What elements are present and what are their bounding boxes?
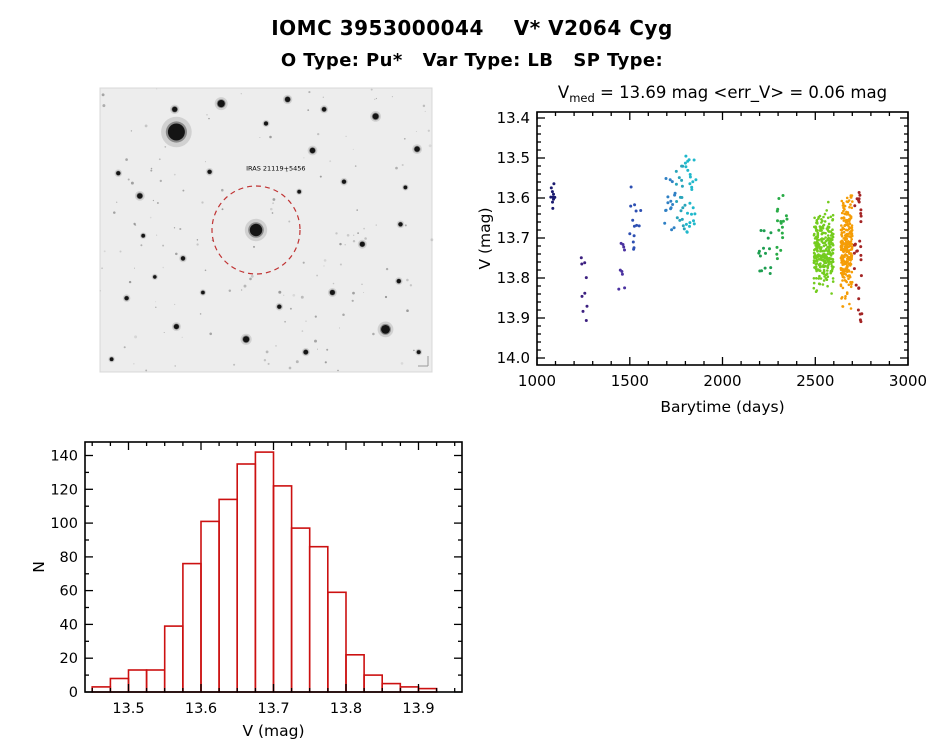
- svg-text:80: 80: [60, 550, 78, 566]
- histogram-plot: 13.5 13.6 13.7 13.8 13.9 0 20 40 60 80 100 120 140 V …: [30, 441, 463, 740]
- lightcurve-cluster: [617, 241, 627, 291]
- histogram-bar: [381, 682, 402, 693]
- histogram-bar: [254, 451, 275, 693]
- svg-text:13.6: 13.6: [185, 701, 217, 717]
- svg-text:140: 140: [50, 449, 78, 465]
- lightcurve-cluster: [549, 182, 557, 210]
- svg-text:13.8: 13.8: [330, 701, 362, 717]
- lightcurve-axes: [536, 111, 909, 366]
- lightcurve-points: [549, 154, 864, 324]
- lightcurve-cluster: [757, 229, 773, 275]
- histogram-bar: [345, 654, 365, 693]
- svg-text:13.7: 13.7: [257, 701, 289, 717]
- histogram-bar: [218, 498, 239, 693]
- histogram-bar: [109, 677, 130, 693]
- svg-text:13.8: 13.8: [497, 269, 530, 287]
- histogram-bar: [200, 520, 220, 693]
- svg-text:13.7: 13.7: [497, 229, 530, 247]
- lightcurve-cluster: [812, 200, 835, 295]
- svg-text:0: 0: [69, 685, 78, 701]
- histogram-bar: [272, 485, 293, 693]
- lightcurve-plot: 1000 1500 2000 2500 3000 13.4 13.5 13.6 13.7 13.8…: [476, 83, 927, 416]
- lightcurve-title: Vmed = 13.69 mag <err_V> = 0.06 mag: [558, 83, 887, 105]
- histogram-yaxis-label: N: [30, 561, 48, 573]
- lightcurve-cluster: [674, 164, 687, 231]
- starfield-noise-layer: [99, 88, 434, 372]
- histogram-x-tick-labels: 13.5 13.6 13.7 13.8 13.9: [112, 701, 434, 717]
- histogram-y-tick-labels: 0 20 40 60 80 100 120 140: [50, 449, 78, 701]
- lightcurve-cluster: [683, 154, 698, 234]
- svg-text:2000: 2000: [703, 372, 741, 390]
- histogram-bar: [327, 591, 347, 693]
- page-subtitle: O Type: Pu* Var Type: LB SP Type:: [280, 50, 664, 71]
- histogram-bar: [163, 625, 184, 693]
- lightcurve-yaxis-label: V (mag): [476, 207, 494, 269]
- svg-text:60: 60: [60, 584, 78, 600]
- histogram-bar: [308, 545, 329, 693]
- page-title: IOMC 3953000044 V* V2064 Cyg: [271, 16, 673, 40]
- star-layer: [108, 94, 423, 363]
- histogram-bar: [290, 527, 311, 693]
- svg-text:1500: 1500: [611, 372, 649, 390]
- source-label: IRAS 21119+5456: [246, 164, 305, 172]
- histogram-xaxis-label: V (mag): [242, 722, 304, 740]
- histogram-bar: [363, 674, 384, 693]
- svg-text:120: 120: [50, 482, 78, 498]
- histogram-bar: [127, 669, 148, 693]
- histogram-bar: [236, 463, 257, 693]
- svg-text:1000: 1000: [518, 372, 556, 390]
- lightcurve-y-tick-labels: 13.4 13.5 13.6 13.7 13.8 13.9 14.0: [497, 109, 530, 367]
- svg-text:3000: 3000: [889, 372, 927, 390]
- lightcurve-cluster: [579, 256, 589, 322]
- svg-text:13.5: 13.5: [112, 701, 144, 717]
- svg-text:13.6: 13.6: [497, 189, 530, 207]
- svg-text:20: 20: [60, 651, 78, 667]
- svg-text:13.9: 13.9: [497, 309, 530, 327]
- lightcurve-x-tick-labels: 1000 1500 2000 2500 3000: [518, 372, 927, 390]
- histogram-bar: [145, 669, 166, 693]
- finding-chart-image: IRAS 21119+5456: [99, 87, 434, 373]
- svg-text:13.4: 13.4: [497, 109, 530, 127]
- target-marker-circle: [211, 185, 301, 275]
- lightcurve-cluster: [839, 194, 854, 310]
- lightcurve-cluster: [663, 177, 677, 232]
- lightcurve-xaxis-label: Barytime (days): [660, 398, 784, 416]
- svg-text:2500: 2500: [796, 372, 834, 390]
- histogram-axes: [84, 441, 463, 693]
- lightcurve-cluster: [852, 191, 864, 324]
- lightcurve-cluster: [775, 194, 789, 261]
- corner-mark: [418, 356, 429, 367]
- svg-text:13.9: 13.9: [402, 701, 434, 717]
- lightcurve-cluster: [628, 185, 643, 251]
- starfield-background: [99, 87, 433, 373]
- svg-text:100: 100: [50, 516, 78, 532]
- svg-text:14.0: 14.0: [497, 349, 530, 367]
- svg-text:40: 40: [60, 617, 78, 633]
- histogram-bars: [91, 451, 438, 693]
- svg-text:13.5: 13.5: [497, 149, 530, 167]
- histogram-bar: [182, 562, 202, 693]
